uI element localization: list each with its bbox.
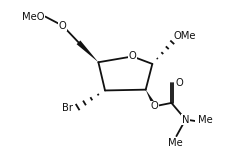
- Text: MeO: MeO: [22, 12, 45, 22]
- Text: O: O: [151, 101, 159, 111]
- Text: Me: Me: [198, 115, 213, 125]
- Text: Me: Me: [168, 138, 183, 148]
- Text: OMe: OMe: [173, 31, 196, 41]
- Text: N: N: [182, 115, 189, 124]
- Text: O: O: [59, 21, 67, 31]
- Text: O: O: [176, 78, 183, 88]
- Text: O: O: [128, 51, 136, 61]
- Polygon shape: [146, 90, 157, 107]
- Polygon shape: [76, 41, 98, 62]
- Text: Br: Br: [63, 103, 74, 113]
